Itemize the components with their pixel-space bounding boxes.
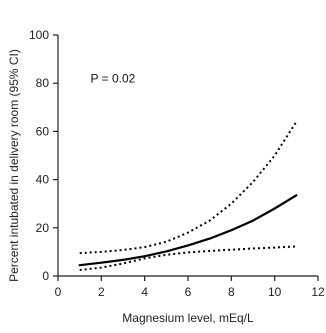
x-tick-label: 4 — [141, 285, 148, 299]
upper-ci-line — [79, 121, 298, 255]
x-tick-label: 8 — [228, 285, 235, 299]
y-axis-title: Percent intubated in delivery room (95% … — [7, 49, 21, 282]
x-axis-title: Magnesium level, mEq/L — [122, 311, 254, 325]
y-tick-label: 20 — [36, 221, 50, 235]
y-tick-label: 100 — [29, 28, 49, 42]
y-tick-label: 80 — [36, 76, 50, 90]
y-tick-label: 0 — [42, 269, 49, 283]
x-tick-label: 0 — [55, 285, 62, 299]
x-tick-label: 6 — [185, 285, 192, 299]
series-group — [78, 121, 298, 271]
estimate-line — [78, 194, 298, 267]
lower-ci-line — [79, 245, 297, 271]
x-tick-label: 10 — [268, 285, 282, 299]
y-tick-label: 60 — [36, 124, 50, 138]
x-tick-label: 12 — [311, 285, 325, 299]
axes: 0 2 4 6 8 10 12 0 20 40 60 80 100 — [29, 28, 325, 299]
y-tick-label: 40 — [36, 173, 50, 187]
p-value-annotation: P = 0.02 — [91, 71, 136, 85]
x-tick-label: 2 — [98, 285, 105, 299]
